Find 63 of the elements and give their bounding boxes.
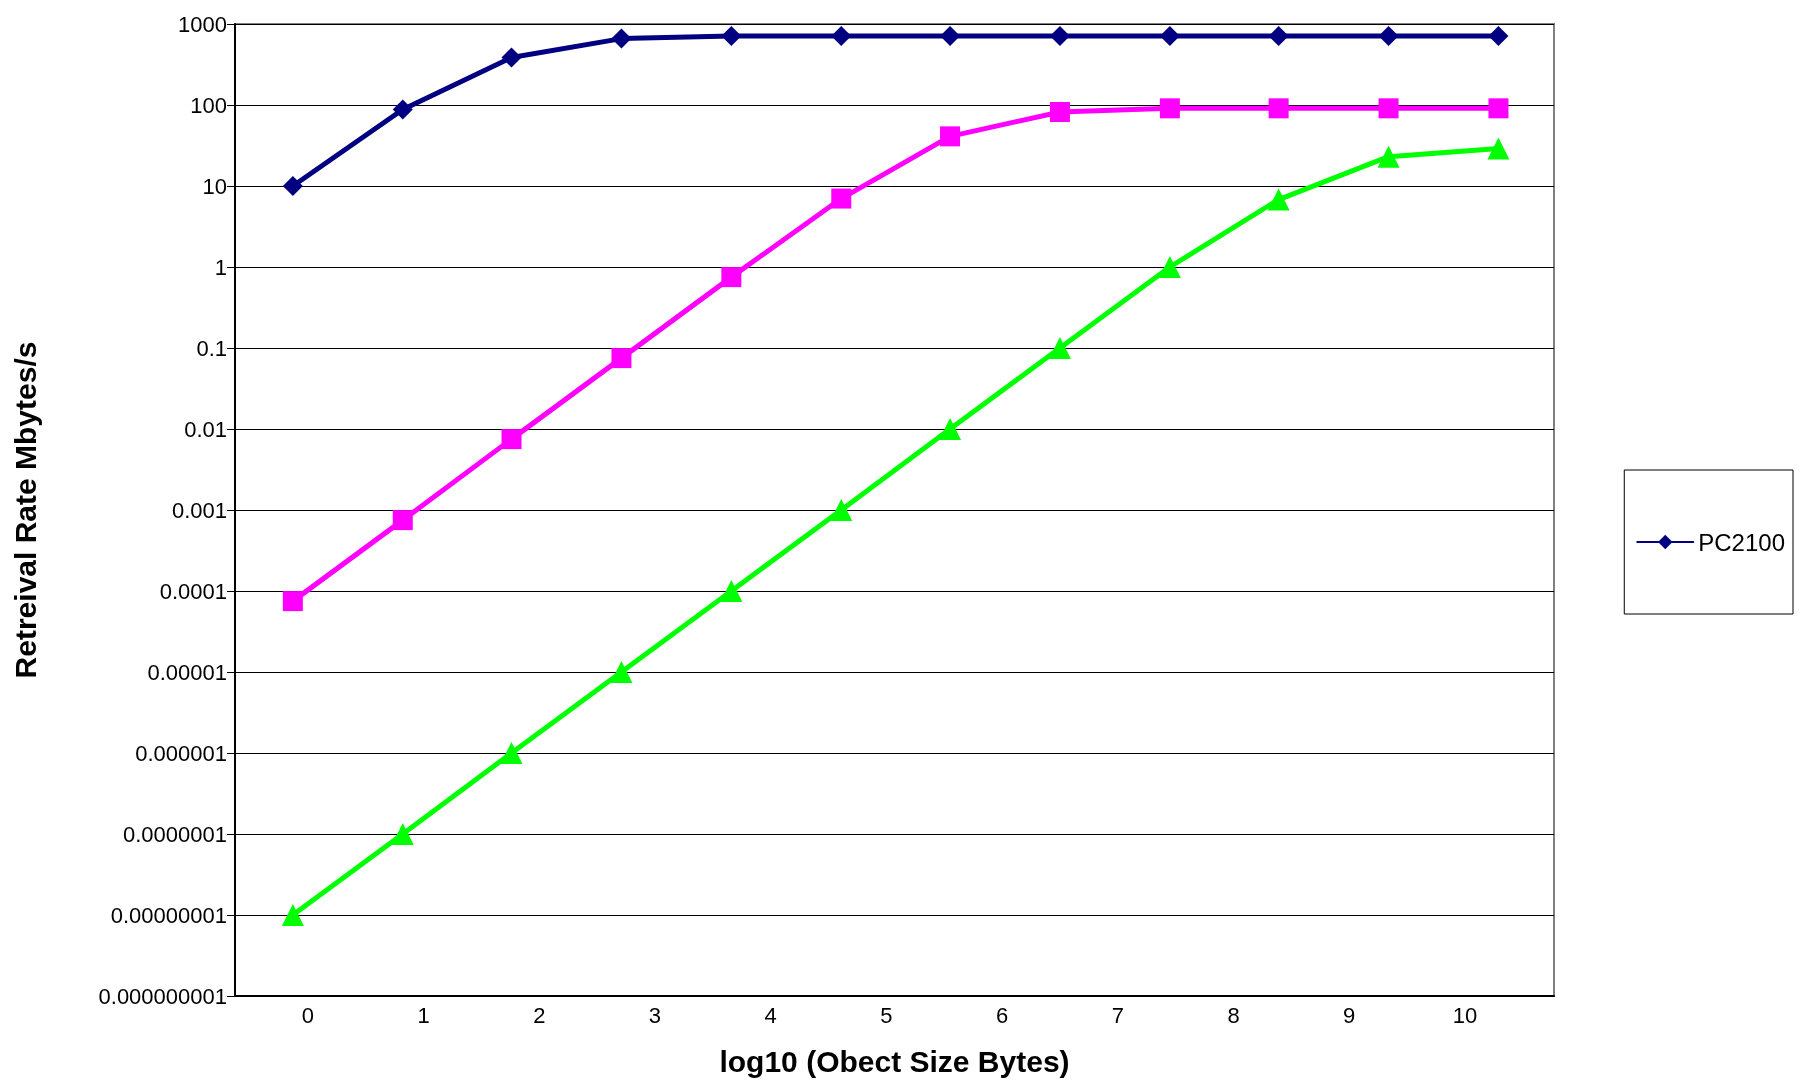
x-tick-label: 4 [764, 1002, 777, 1028]
y-tick-label: 0.00001 [147, 659, 227, 685]
point [1049, 101, 1070, 122]
point [282, 176, 303, 196]
y-tick-label: 0.00000001 [110, 902, 227, 928]
x-tick-label: 9 [1343, 1002, 1356, 1028]
point [1268, 26, 1289, 47]
point [1378, 26, 1399, 47]
point [831, 26, 852, 47]
point [721, 267, 742, 288]
point [940, 26, 961, 47]
point [1158, 256, 1181, 278]
x-tick-label: 7 [1111, 1002, 1124, 1028]
x-tick-label: 8 [1227, 1002, 1240, 1028]
point [611, 28, 632, 49]
x-tick-label: 2 [533, 1002, 546, 1028]
y-tick-label: 0.001 [171, 497, 227, 523]
point [611, 348, 632, 369]
point [392, 510, 413, 531]
x-tick-label: 0 [301, 1002, 315, 1028]
point [1488, 26, 1509, 47]
point [1377, 145, 1400, 168]
point [282, 591, 303, 612]
point [391, 823, 414, 845]
x-tick-label: 5 [880, 1002, 893, 1028]
point [1159, 98, 1180, 119]
y-tick-label: 0.0001 [159, 578, 227, 604]
y-tick-label: 0.1 [196, 335, 227, 361]
point [831, 188, 852, 209]
y-tick-label: 10 [202, 173, 227, 199]
point [830, 499, 853, 521]
y-tick-label: 1 [214, 254, 227, 280]
point [1159, 26, 1180, 47]
y-tick-label: 0.000001 [135, 740, 227, 766]
point [1378, 98, 1399, 119]
point [1048, 337, 1071, 359]
point [940, 126, 961, 147]
point [721, 26, 742, 47]
point [720, 580, 743, 602]
point [1487, 137, 1510, 160]
point [1049, 26, 1070, 47]
point [610, 661, 633, 683]
y-tick-label: 0.000000001 [98, 983, 227, 1009]
x-tick-label: 1 [417, 1002, 430, 1028]
y-axis-title: Retreival Rate Mbytes/s [8, 341, 42, 679]
y-tick-label: 0.01 [184, 416, 227, 442]
y-tick-label: 100 [190, 92, 227, 118]
y-tick-label: 1000 [178, 11, 227, 37]
x-axis-title: log10 (Obect Size Bytes) [719, 1044, 1070, 1078]
point [392, 99, 413, 120]
point [501, 429, 522, 450]
x-tick-label: 6 [995, 1002, 1009, 1028]
x-tick-label: 10 [1452, 1002, 1478, 1028]
y-tick-label: 0.0000001 [123, 821, 227, 847]
x-tick-label: 3 [648, 1002, 662, 1028]
point [500, 742, 523, 764]
point [939, 418, 962, 440]
point [281, 904, 304, 926]
point [1267, 188, 1290, 211]
point [501, 47, 522, 68]
point [1488, 98, 1509, 119]
point [1268, 98, 1289, 119]
legend-label: PC2100 [1698, 528, 1785, 556]
